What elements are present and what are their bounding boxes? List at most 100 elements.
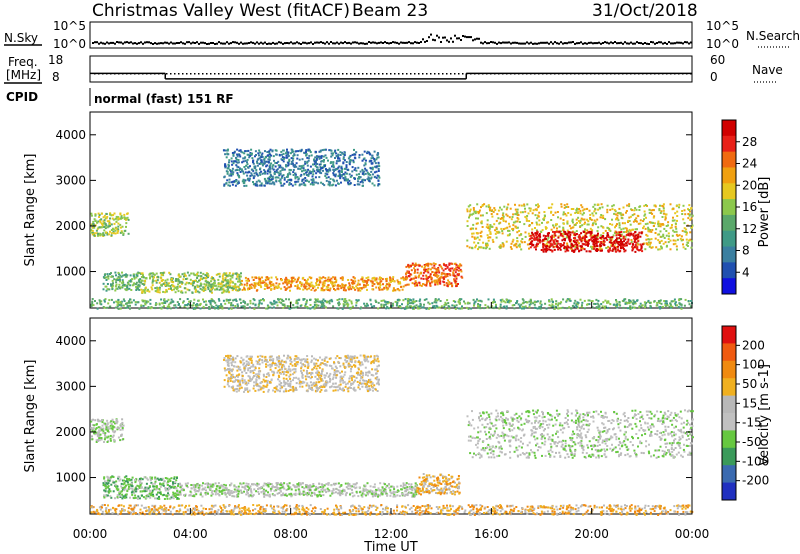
data-cell xyxy=(102,235,105,237)
data-cell xyxy=(486,223,489,226)
data-cell xyxy=(434,299,437,302)
data-cell xyxy=(289,152,292,155)
data-cell xyxy=(556,211,559,213)
nave-point xyxy=(178,73,180,75)
data-cell xyxy=(235,286,237,289)
data-cell xyxy=(117,225,120,228)
data-cell xyxy=(612,234,615,237)
data-cell xyxy=(117,275,120,278)
data-cell xyxy=(442,276,445,279)
sky-point xyxy=(602,42,604,44)
data-cell xyxy=(237,180,240,183)
data-cell xyxy=(199,302,202,305)
data-cell xyxy=(593,219,596,222)
data-cell xyxy=(288,305,291,308)
data-cell xyxy=(231,180,234,183)
sky-point xyxy=(654,42,656,45)
data-cell xyxy=(512,227,515,230)
data-cell xyxy=(269,167,272,170)
data-cell xyxy=(161,283,163,286)
data-cell xyxy=(563,242,566,244)
data-cell xyxy=(688,303,691,306)
data-cell xyxy=(129,279,132,282)
data-cell xyxy=(633,301,636,303)
data-cell xyxy=(608,227,611,230)
data-cell xyxy=(132,273,135,276)
data-cell xyxy=(574,246,577,248)
data-cell xyxy=(170,284,173,287)
data-cell xyxy=(149,276,152,279)
data-cell xyxy=(671,234,674,237)
data-cell xyxy=(242,160,245,163)
nave-point xyxy=(494,73,496,75)
data-cell xyxy=(485,212,488,215)
nave-point xyxy=(126,73,128,75)
data-cell xyxy=(206,281,209,284)
data-cell xyxy=(655,304,658,307)
data-cell xyxy=(393,280,396,283)
data-cell xyxy=(457,264,460,267)
data-cell xyxy=(601,249,603,252)
data-cell xyxy=(227,307,230,310)
data-cell xyxy=(323,148,326,151)
data-cell xyxy=(196,277,199,279)
data-cell xyxy=(226,170,229,173)
data-cell xyxy=(103,277,106,279)
nave-point xyxy=(474,73,476,75)
data-cell xyxy=(220,303,223,306)
data-cell xyxy=(566,242,569,245)
data-cell xyxy=(296,287,299,290)
data-cell xyxy=(338,172,341,175)
data-cell xyxy=(108,305,111,308)
data-cell xyxy=(303,173,306,176)
data-cell xyxy=(596,302,599,305)
data-cell xyxy=(278,301,281,304)
data-cell xyxy=(684,247,687,250)
data-cell xyxy=(139,278,142,281)
data-cell xyxy=(253,172,256,175)
data-cell xyxy=(523,204,526,207)
data-cell xyxy=(615,224,618,227)
data-cell xyxy=(252,279,255,281)
sky-point xyxy=(542,41,544,44)
data-cell xyxy=(662,242,665,245)
data-cell xyxy=(541,229,544,232)
data-cell xyxy=(354,288,357,291)
data-cell xyxy=(238,288,241,291)
data-cell xyxy=(199,277,202,280)
data-cell xyxy=(253,286,256,289)
data-cell xyxy=(105,279,108,281)
data-cell xyxy=(394,300,397,303)
data-cell xyxy=(669,239,672,242)
data-cell xyxy=(636,242,639,245)
nave-point xyxy=(174,73,176,75)
data-cell xyxy=(625,234,628,237)
data-cell xyxy=(594,235,597,237)
data-cell xyxy=(547,236,550,239)
data-cell xyxy=(254,155,256,158)
data-cell xyxy=(312,173,315,176)
data-cell xyxy=(360,278,363,281)
data-cell xyxy=(256,164,259,167)
data-cell xyxy=(294,176,297,179)
data-cell xyxy=(334,173,337,176)
data-cell xyxy=(177,283,180,286)
data-cell xyxy=(231,173,234,176)
data-cell xyxy=(477,217,479,220)
data-cell xyxy=(477,299,480,302)
data-cell xyxy=(125,218,128,221)
data-cell xyxy=(98,214,101,216)
data-cell xyxy=(226,279,229,282)
data-cell xyxy=(232,304,234,307)
sky-point xyxy=(122,42,124,45)
sky-point xyxy=(650,41,652,43)
data-cell xyxy=(410,278,413,281)
nave-point xyxy=(534,73,536,75)
data-cell xyxy=(252,181,254,183)
data-cell xyxy=(554,238,557,241)
data-cell xyxy=(322,298,325,301)
freq-right-tick-bottom: 0 xyxy=(710,70,718,84)
sky-point xyxy=(398,42,400,45)
sky-point xyxy=(280,41,282,44)
data-cell xyxy=(91,226,94,229)
